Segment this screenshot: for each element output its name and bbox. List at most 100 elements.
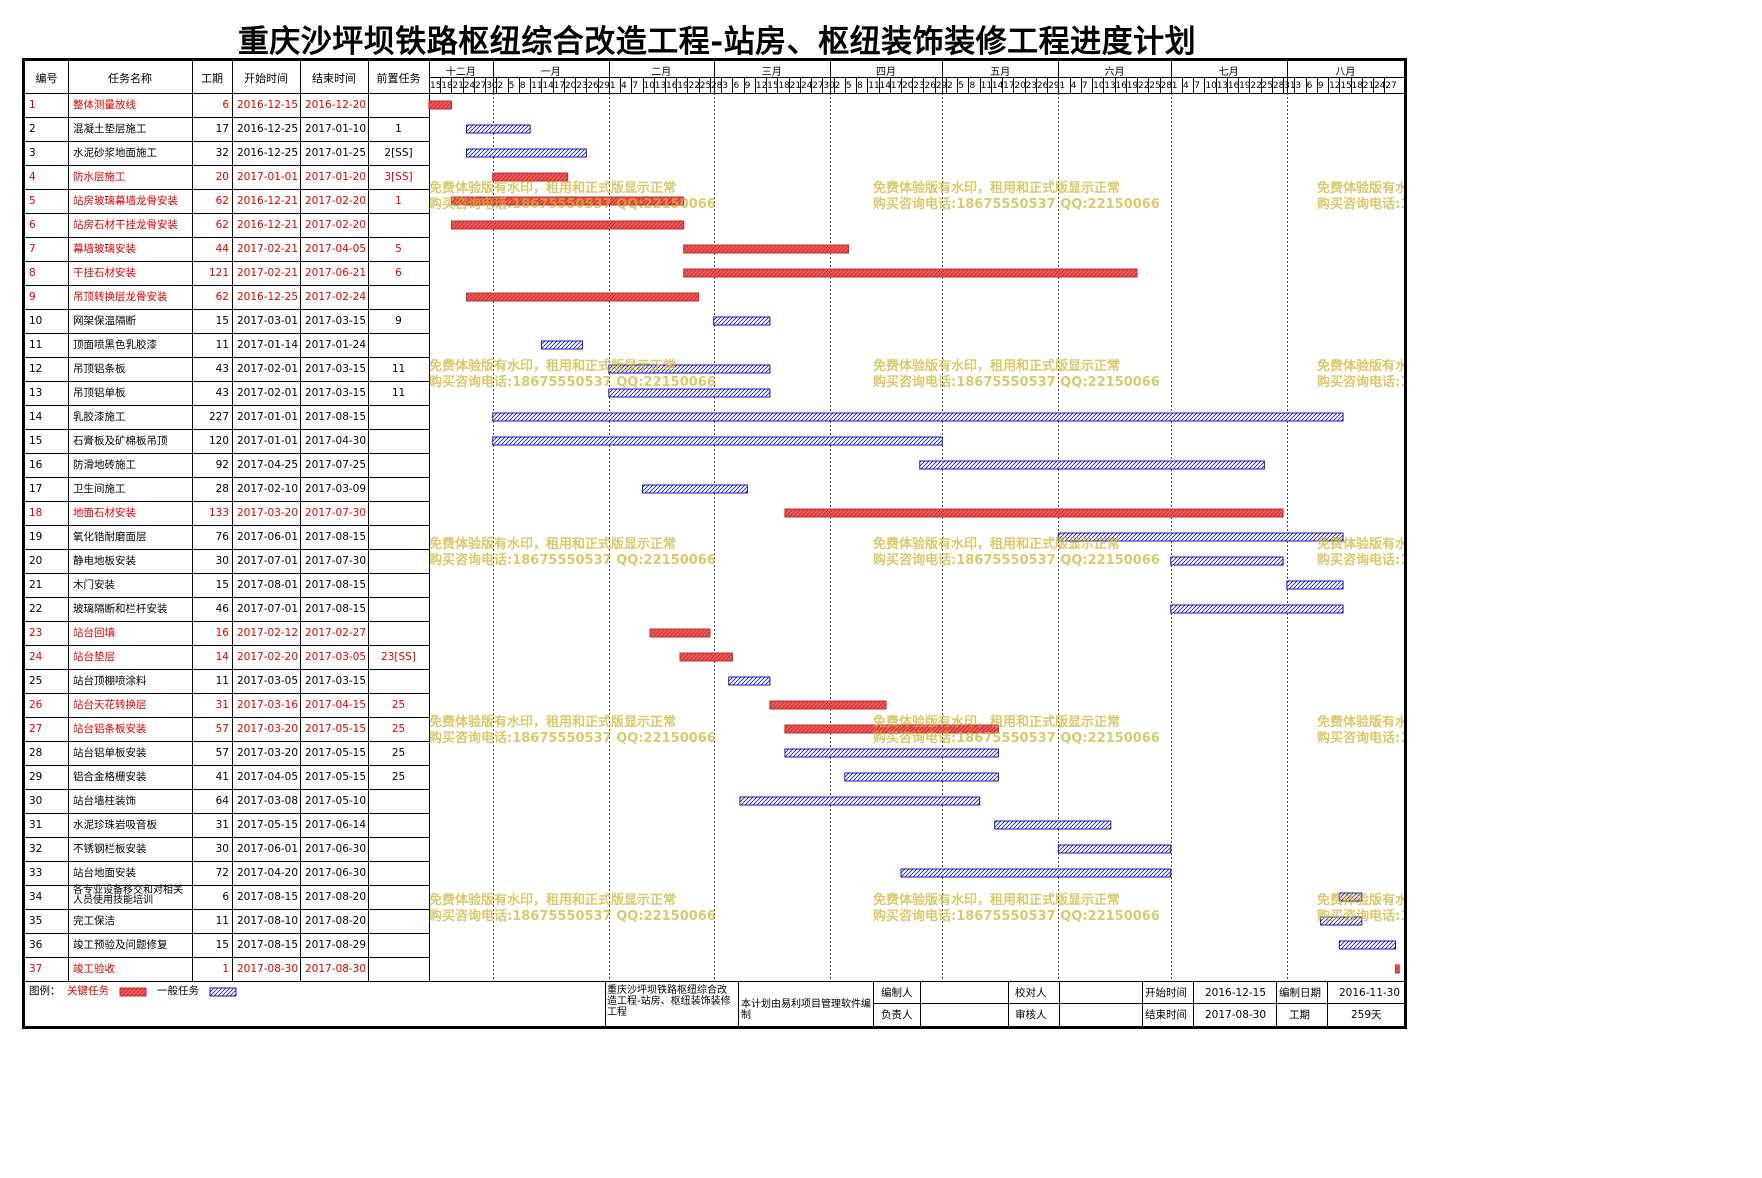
task-duration: 15 — [215, 579, 229, 591]
critical-task-bar — [450, 220, 685, 230]
task-name: 竣工验收 — [73, 963, 115, 975]
task-id: 18 — [29, 507, 43, 519]
task-start: 2017-05-15 — [237, 819, 299, 831]
task-duration: 62 — [215, 291, 229, 303]
task-end: 2017-03-15 — [305, 675, 367, 687]
task-start: 2017-02-20 — [237, 651, 299, 663]
task-name: 玻璃隔断和栏杆安装 — [73, 603, 168, 615]
column-header: 前置任务 — [376, 72, 421, 85]
day-label: 5 — [845, 81, 852, 91]
task-end: 2017-08-20 — [305, 891, 367, 903]
day-label: 18 — [1351, 81, 1363, 91]
month-label: 七月 — [1218, 67, 1239, 78]
normal-task-bar — [1286, 580, 1344, 590]
task-start: 2017-08-30 — [237, 963, 299, 975]
column-header: 结束时间 — [312, 72, 356, 85]
task-start: 2017-04-05 — [237, 771, 299, 783]
normal-task-bar — [900, 868, 1172, 878]
day-label: 7 — [1194, 81, 1200, 91]
day-label: 24 — [1374, 81, 1386, 91]
task-duration: 14 — [215, 651, 229, 663]
day-label: 22 — [1138, 81, 1150, 91]
task-end: 2017-03-15 — [305, 315, 367, 327]
task-end: 2017-03-05 — [305, 651, 367, 663]
task-id: 14 — [29, 411, 43, 423]
day-label: 11 — [868, 81, 880, 91]
critical-task-bar — [649, 628, 711, 638]
task-start: 2017-01-01 — [237, 171, 299, 183]
legend-normal-swatch — [209, 987, 237, 997]
column-header: 任务名称 — [108, 72, 152, 85]
watermark-text: 购买咨询电话:18675550537 QQ:22150066 — [873, 375, 1160, 390]
task-id: 28 — [29, 747, 43, 759]
watermark-text: 购买咨询电话:18675550537 QQ:22150066 — [873, 553, 1160, 568]
task-predecessor: 25 — [391, 699, 406, 711]
day-label: 15 — [430, 81, 442, 91]
month-label: 一月 — [540, 67, 561, 78]
normal-task-bar — [465, 124, 531, 134]
day-label: 26 — [1036, 81, 1049, 91]
task-end: 2017-07-30 — [305, 555, 367, 567]
task-name: 整体测量放线 — [73, 99, 136, 111]
task-duration: 17 — [215, 123, 229, 135]
normal-task-bar — [608, 388, 771, 398]
task-name: 防水层施工 — [73, 171, 126, 183]
task-id: 29 — [29, 771, 43, 783]
task-name: 地面石材安装 — [73, 507, 136, 519]
task-duration: 11 — [215, 915, 229, 927]
task-end: 2017-01-10 — [305, 123, 367, 135]
task-name: 顶面喷黑色乳胶漆 — [73, 339, 157, 351]
normal-task-bar — [784, 748, 999, 758]
footer-start-value: 2016-12-15 — [1205, 987, 1267, 999]
normal-task-bar — [1170, 604, 1344, 614]
task-duration: 31 — [215, 819, 229, 831]
day-label: 27 — [1385, 81, 1397, 91]
day-label: 6 — [733, 81, 740, 91]
day-label: 27 — [812, 81, 824, 91]
day-label: 8 — [857, 81, 863, 91]
task-duration: 1 — [222, 963, 229, 975]
day-label: 27 — [474, 81, 487, 91]
normal-task-bar — [1320, 916, 1363, 926]
month-label: 六月 — [1104, 67, 1125, 78]
watermark-text: 免费体验版有水印，租用和正式版显示正常 — [873, 715, 1121, 730]
task-name: 石膏板及矿棉板吊顶 — [73, 435, 168, 447]
day-label: 16 — [666, 81, 678, 91]
day-label: 17 — [1003, 81, 1015, 91]
day-label: 29 — [1048, 81, 1060, 91]
day-label: 17 — [553, 81, 566, 91]
legend-label: 图例： — [29, 985, 61, 997]
task-id: 1 — [29, 99, 36, 111]
task-id: 9 — [29, 291, 36, 303]
task-start: 2017-04-25 — [237, 459, 299, 471]
day-label: 2 — [834, 81, 841, 91]
task-start: 2016-12-21 — [237, 219, 299, 231]
task-duration: 11 — [215, 675, 229, 687]
day-label: 19 — [677, 81, 689, 91]
task-duration: 76 — [215, 531, 229, 543]
footer-editor-label: 编制人 — [881, 987, 913, 999]
day-label: 29 — [598, 81, 611, 91]
day-label: 14 — [879, 81, 891, 91]
watermark-text: 购买咨询电话:18675550537 QQ:22150066 — [429, 909, 716, 924]
day-label: 4 — [621, 81, 627, 91]
month-label: 三月 — [761, 67, 782, 78]
day-label: 20 — [564, 81, 577, 91]
task-id: 3 — [29, 147, 36, 159]
task-id: 23 — [29, 627, 43, 639]
watermark-text: 免费体验版有水印，租用和正式版显示正常 — [429, 893, 677, 908]
normal-task-bar — [608, 364, 771, 374]
task-predecessor: 9 — [395, 315, 402, 327]
legend-critical-label: 关键任务 — [67, 985, 109, 997]
day-label: 11 — [531, 81, 543, 91]
task-name: 站台顶棚喷涂料 — [73, 675, 147, 687]
task-duration: 31 — [215, 699, 229, 711]
task-duration: 32 — [215, 147, 229, 159]
task-duration: 62 — [215, 195, 229, 207]
day-label: 22 — [1250, 81, 1262, 91]
task-name: 站房玻璃幕墙龙骨安装 — [73, 195, 178, 207]
task-name: 站台墙柱装饰 — [73, 795, 136, 807]
day-label: 18 — [778, 81, 790, 91]
task-end: 2017-08-20 — [305, 915, 367, 927]
task-duration: 30 — [215, 843, 229, 855]
